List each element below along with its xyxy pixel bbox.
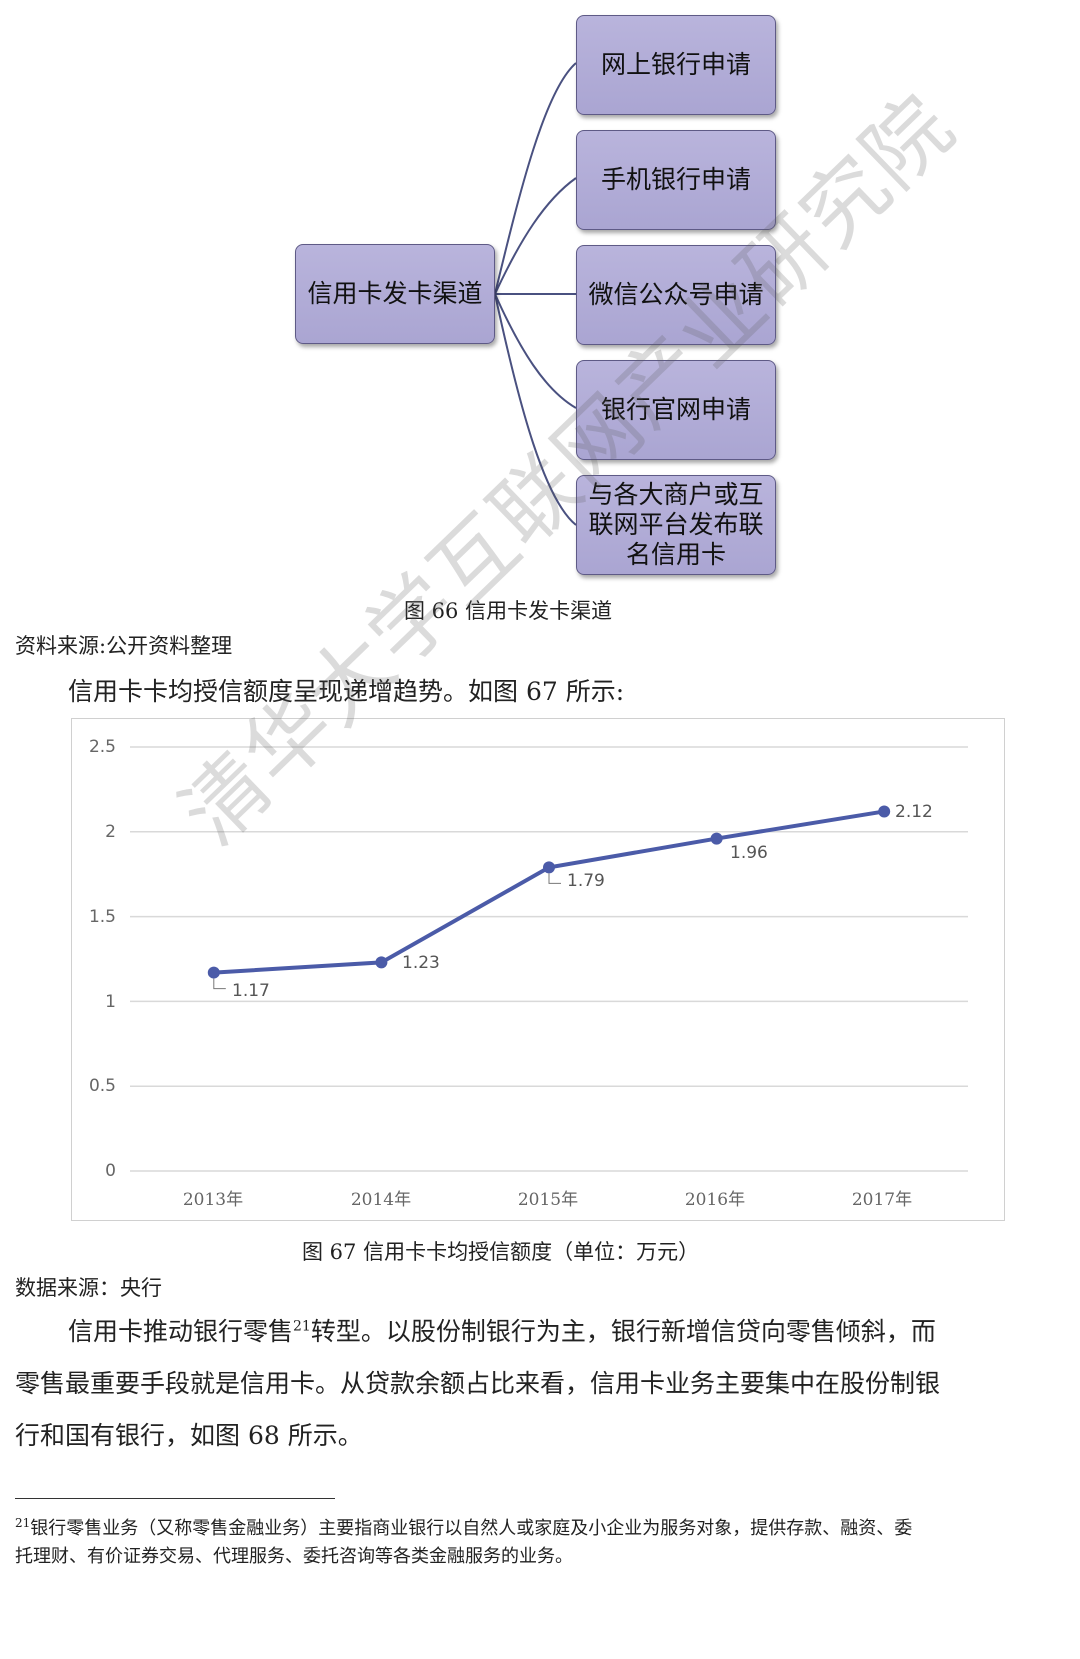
x-tick-label: 2013年 xyxy=(182,1190,244,1210)
data-label: 1.17 xyxy=(232,981,270,1001)
source-note-2: 数据来源：央行 xyxy=(15,1276,162,1300)
y-tick-label: 1.5 xyxy=(88,907,116,927)
label-leader-line xyxy=(548,873,561,884)
diagram-node-online-banking: 网上银行申请 xyxy=(576,15,776,115)
x-tick-label: 2016年 xyxy=(684,1190,746,1210)
data-label: 1.79 xyxy=(567,871,605,891)
diagram-node-mobile-banking: 手机银行申请 xyxy=(576,130,776,230)
diagram-node-co-branded: 与各大商户或互联网平台发布联名信用卡 xyxy=(576,475,776,575)
intro-sentence: 信用卡卡均授信额度呈现递增趋势。如图 67 所示: xyxy=(68,677,625,706)
paragraph-line-3: 行和国有银行，如图 68 所示。 xyxy=(15,1421,363,1450)
y-tick-label: 0.5 xyxy=(88,1076,116,1096)
source-note-1: 资料来源:公开资料整理 xyxy=(15,634,233,658)
data-point xyxy=(878,805,891,818)
y-tick-label: 2.5 xyxy=(88,737,116,757)
footnote-divider xyxy=(15,1498,335,1499)
y-tick-label: 2 xyxy=(105,822,116,842)
diagram-connectors xyxy=(494,62,577,526)
paragraph-line-1: 信用卡推动银行零售21转型。以股份制银行为主，银行新增信贷向零售倾斜，而 xyxy=(68,1312,936,1348)
figure-66-caption: 图 66 信用卡发卡渠道 xyxy=(404,599,613,623)
label-leader-line xyxy=(213,978,226,990)
chart-frame xyxy=(71,718,1005,1221)
series-line xyxy=(213,809,885,975)
footnote-number: 21 xyxy=(15,1516,31,1530)
diagram-node-bank-website: 银行官网申请 xyxy=(576,360,776,460)
diagram-node-wechat: 微信公众号申请 xyxy=(576,245,776,345)
paragraph-text: 转型。以股份制银行为主，银行新增信贷向零售倾斜，而 xyxy=(310,1317,936,1346)
y-tick-label: 1 xyxy=(105,992,116,1012)
y-tick-label: 0 xyxy=(105,1161,116,1181)
paragraph-text: 信用卡推动银行零售 xyxy=(68,1317,294,1346)
footnote-text: 银行零售业务（又称零售金融业务）主要指商业银行以自然人或家庭及小企业为服务对象，… xyxy=(30,1518,913,1539)
figure-67-caption: 图 67 信用卡卡均授信额度（单位：万元） xyxy=(302,1240,700,1264)
data-point xyxy=(543,861,555,874)
paragraph-line-2: 零售最重要手段就是信用卡。从贷款余额占比来看，信用卡业务主要集中在股份制银 xyxy=(15,1369,941,1398)
footnote-line-2: 托理财、有价证券交易、代理服务、委托咨询等各类金融服务的业务。 xyxy=(15,1546,573,1567)
line-chart xyxy=(130,746,968,1172)
data-label: 2.12 xyxy=(895,802,933,822)
footnote-line-1: 21银行零售业务（又称零售金融业务）主要指商业银行以自然人或家庭及小企业为服务对… xyxy=(15,1514,912,1540)
x-tick-label: 2014年 xyxy=(350,1190,412,1210)
diagram-root-node: 信用卡发卡渠道 xyxy=(295,244,495,344)
data-label: 1.96 xyxy=(730,843,768,863)
x-tick-label: 2015年 xyxy=(517,1190,579,1210)
data-point xyxy=(207,966,220,979)
data-label: 1.23 xyxy=(402,953,440,973)
footnote-ref: 21 xyxy=(293,1318,311,1335)
data-point xyxy=(710,832,723,845)
x-tick-label: 2017年 xyxy=(851,1190,913,1210)
data-point xyxy=(375,956,388,969)
